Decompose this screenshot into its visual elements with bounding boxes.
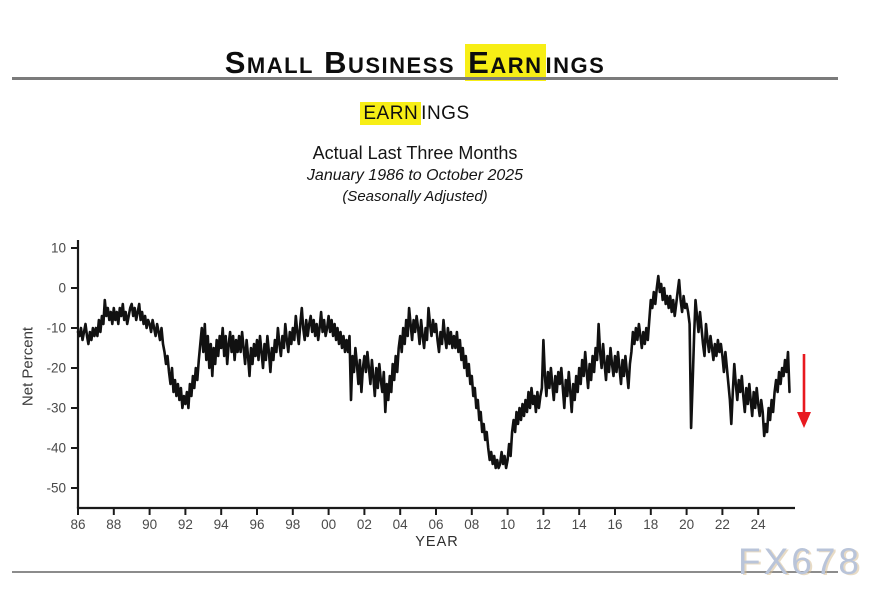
- chart-note: (Seasonally Adjusted): [342, 188, 488, 205]
- x-tick-label: 98: [285, 517, 300, 532]
- x-tick-label: 08: [464, 517, 479, 532]
- x-tick-label: 24: [751, 517, 767, 532]
- page-title-text-end: ings: [545, 44, 606, 80]
- page-title-highlight: Earn: [465, 43, 546, 81]
- x-tick-label: 02: [357, 517, 372, 532]
- x-tick-label: 94: [214, 517, 230, 532]
- footer-divider: [12, 571, 838, 573]
- chart-title: EARN INGS: [0, 102, 830, 125]
- x-tick-label: 06: [428, 517, 443, 532]
- earnings-line: [76, 274, 791, 470]
- y-tick-label: 0: [58, 281, 66, 296]
- x-tick-label: 22: [715, 517, 730, 532]
- chart-subtitle: Actual Last Three Months: [312, 143, 518, 163]
- y-tick-label: -50: [46, 481, 66, 496]
- x-tick-label: 12: [536, 517, 551, 532]
- x-tick-label: 18: [643, 517, 658, 532]
- page-title-text: Small Business: [224, 44, 466, 80]
- x-axis-title: YEAR: [415, 534, 459, 550]
- x-tick-label: 20: [679, 517, 694, 532]
- page-title: Small Business Earnings: [0, 43, 830, 81]
- down-arrow-annotation: [797, 354, 811, 428]
- x-tick-label: 04: [393, 517, 409, 532]
- down-arrow-head: [797, 412, 811, 428]
- chart-title-highlight: EARN: [360, 102, 422, 125]
- x-tick-label: 90: [142, 517, 157, 532]
- x-tick-label: 96: [249, 517, 264, 532]
- x-tick-label: 88: [106, 517, 121, 532]
- x-tick-label: 16: [607, 517, 622, 532]
- chart-title-text: INGS: [421, 103, 470, 124]
- y-tick-label: -30: [46, 401, 66, 416]
- y-tick-label: -10: [46, 321, 66, 336]
- x-tick-label: 86: [70, 517, 85, 532]
- x-tick-label: 14: [572, 517, 588, 532]
- watermark: FX678: [737, 541, 862, 582]
- x-tick-label: 10: [500, 517, 515, 532]
- title-divider: [12, 77, 838, 80]
- y-tick-label: 10: [51, 241, 66, 256]
- y-tick-label: -20: [46, 361, 66, 376]
- x-tick-label: 92: [178, 517, 193, 532]
- chart-period: January 1986 to October 2025: [306, 167, 524, 184]
- y-tick-label: -40: [46, 441, 66, 456]
- x-tick-label: 00: [321, 517, 336, 532]
